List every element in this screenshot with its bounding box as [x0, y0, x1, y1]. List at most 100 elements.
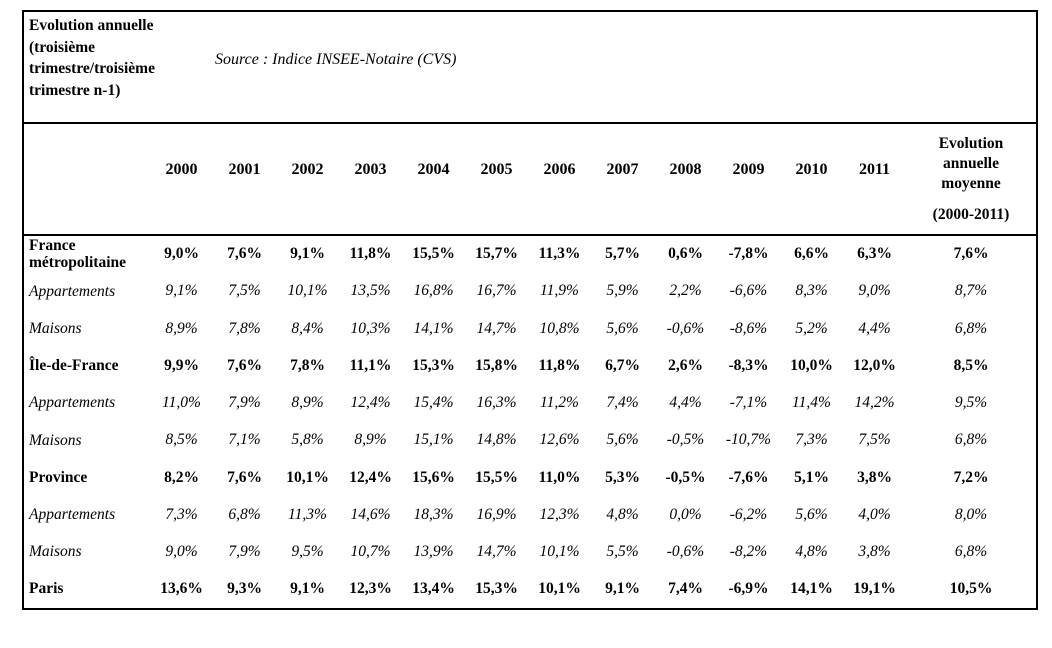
table-row: Appartements 11,0% 7,9% 8,9% 12,4% 15,4% 16,3%… [24, 385, 1036, 422]
table-row: Appartements 9,1% 7,5% 10,1% 13,5% 16,8% 16,7%… [24, 273, 1036, 310]
value-cell: 6,3% [857, 245, 892, 263]
value-cell: 0,6% [668, 245, 703, 263]
value-cell: -0,6% [666, 543, 705, 561]
row-label: France métropolitaine [29, 236, 127, 272]
column-header-row: 2000 2001 2002 2003 2004 2005 2006 2007 2008 2009… [24, 124, 1036, 236]
value-cell: 11,3% [538, 245, 581, 263]
value-cell: 8,9% [354, 431, 387, 449]
value-cell: -7,8% [728, 245, 769, 263]
year-column-header: 2001 [213, 124, 276, 236]
value-cell: 5,8% [291, 431, 324, 449]
value-cell: 8,2% [164, 468, 199, 486]
table-row: France métropolitaine 9,0% 7,6% 9,1% 11,8% 15… [24, 235, 1036, 273]
value-cell: 9,5% [291, 543, 324, 561]
value-cell: 14,7% [476, 319, 517, 337]
value-cell: 4,4% [669, 394, 702, 412]
value-cell: 4,8% [606, 505, 639, 523]
value-cell: 11,4% [792, 394, 831, 412]
avg-value-cell: 6,8% [954, 319, 988, 337]
value-cell: 9,9% [164, 356, 199, 374]
row-label: Maisons [29, 543, 82, 561]
value-cell: 9,1% [605, 580, 640, 598]
value-cell: -6,9% [728, 580, 769, 598]
value-cell: 15,3% [475, 580, 518, 598]
value-cell: 8,9% [291, 394, 324, 412]
value-cell: 15,5% [412, 245, 455, 263]
year-column-header: 2005 [465, 124, 528, 236]
value-cell: 4,8% [795, 543, 828, 561]
value-cell: 15,4% [413, 394, 454, 412]
avg-column-title: Evolution annuelle moyenne [938, 134, 1004, 193]
value-cell: 10,8% [539, 319, 580, 337]
value-cell: 7,4% [606, 394, 639, 412]
value-cell: -0,5% [665, 468, 706, 486]
avg-value-cell: 7,2% [953, 468, 989, 486]
value-cell: 14,1% [413, 319, 454, 337]
value-cell: 8,3% [795, 282, 828, 300]
value-cell: 10,1% [287, 282, 328, 300]
table-row: Maisons 9,0% 7,9% 9,5% 10,7% 13,9% 14,7% 10,1% 5… [24, 534, 1036, 571]
value-cell: 9,3% [227, 580, 262, 598]
value-cell: 6,8% [228, 505, 261, 523]
row-label: Maisons [29, 319, 82, 337]
value-cell: 11,1% [349, 356, 392, 374]
data-table: 2000 2001 2002 2003 2004 2005 2006 2007 2008 2009… [24, 124, 1036, 608]
value-cell: -10,7% [725, 431, 772, 449]
table-header-band: Evolution annuelle (troisième trimestre/… [24, 12, 1036, 124]
value-cell: 11,2% [540, 394, 579, 412]
value-cell: 10,1% [286, 468, 329, 486]
year-column-header: 2010 [780, 124, 843, 236]
value-cell: 9,1% [290, 580, 325, 598]
value-cell: 6,7% [605, 356, 640, 374]
row-label: Île-de-France [29, 357, 119, 375]
avg-column-range: (2000-2011) [932, 206, 1010, 224]
value-cell: 13,6% [160, 580, 203, 598]
value-cell: 10,0% [790, 356, 833, 374]
table-row: Paris 13,6% 9,3% 9,1% 12,3% 13,4% 15,3% 10,1% 9,… [24, 571, 1036, 608]
value-cell: 14,1% [790, 580, 833, 598]
value-cell: -8,6% [729, 319, 768, 337]
value-cell: 11,0% [538, 468, 581, 486]
value-cell: 5,9% [606, 282, 639, 300]
value-cell: 15,8% [475, 356, 518, 374]
table-title: Evolution annuelle (troisième trimestre/… [29, 17, 155, 100]
value-cell: 19,1% [853, 580, 896, 598]
year-column-header: 2007 [591, 124, 654, 236]
avg-value-cell: 7,6% [953, 245, 989, 263]
value-cell: 7,8% [228, 319, 261, 337]
year-column-header: 2011 [843, 124, 906, 236]
value-cell: 7,8% [290, 356, 325, 374]
value-cell: 5,6% [795, 505, 828, 523]
year-column-header: 2002 [276, 124, 339, 236]
evolution-table: Evolution annuelle (troisième trimestre/… [22, 10, 1038, 610]
value-cell: 4,0% [858, 505, 891, 523]
value-cell: -7,1% [729, 394, 768, 412]
value-cell: 16,8% [413, 282, 454, 300]
value-cell: 13,9% [413, 543, 454, 561]
table-row: Appartements 7,3% 6,8% 11,3% 14,6% 18,3% 16,9%… [24, 496, 1036, 533]
avg-value-cell: 8,7% [954, 282, 988, 300]
value-cell: 5,6% [606, 319, 639, 337]
value-cell: 14,7% [476, 543, 517, 561]
value-cell: 11,8% [538, 356, 581, 374]
value-cell: 8,9% [165, 319, 198, 337]
value-cell: 7,9% [228, 543, 261, 561]
value-cell: 13,5% [350, 282, 391, 300]
value-cell: 2,6% [668, 356, 703, 374]
value-cell: 11,3% [288, 505, 327, 523]
value-cell: 2,2% [669, 282, 702, 300]
value-cell: 9,0% [165, 543, 198, 561]
value-cell: 15,1% [413, 431, 454, 449]
value-cell: 11,8% [349, 245, 392, 263]
row-label: Province [29, 468, 88, 486]
source-note: Source : Indice INSEE-Notaire (CVS) [215, 51, 457, 68]
value-cell: 5,2% [795, 319, 828, 337]
value-cell: 11,0% [162, 394, 201, 412]
table-row: Île-de-France 9,9% 7,6% 7,8% 11,1% 15,3% 15,8%… [24, 347, 1036, 384]
value-cell: 12,3% [539, 505, 580, 523]
table-head: 2000 2001 2002 2003 2004 2005 2006 2007 2008 2009… [24, 124, 1036, 236]
value-cell: 3,8% [858, 543, 891, 561]
value-cell: 11,9% [540, 282, 579, 300]
value-cell: 10,3% [350, 319, 391, 337]
value-cell: 7,5% [858, 431, 891, 449]
